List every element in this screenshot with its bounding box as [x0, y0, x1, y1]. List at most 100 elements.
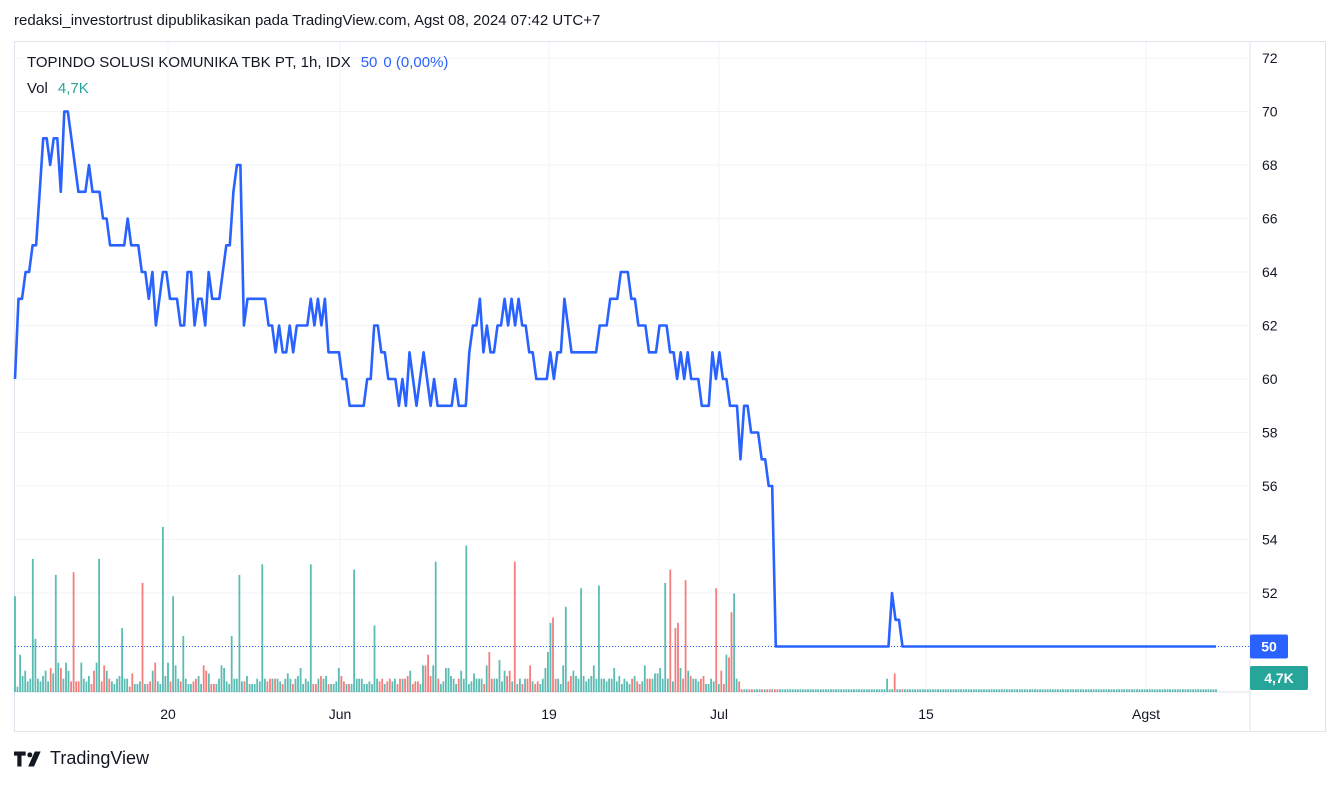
volume-bar [766, 689, 769, 692]
volume-bar [271, 678, 274, 692]
volume-bar [432, 665, 435, 692]
volume-bar [462, 678, 465, 692]
volume-bar [312, 684, 315, 692]
volume-bar [190, 684, 192, 692]
volume-bar [623, 678, 626, 692]
volume-bar [24, 670, 27, 692]
volume-bar [154, 662, 157, 692]
volume-bar [539, 684, 542, 692]
volume-bar [855, 689, 858, 692]
volume-bar [445, 668, 447, 692]
volume-bar [315, 684, 317, 692]
volume-bar [1204, 689, 1207, 692]
volume-bar [386, 681, 389, 692]
volume-bar [85, 681, 88, 692]
volume-bar [128, 686, 131, 692]
volume-bar [774, 689, 776, 692]
volume-bar [108, 678, 111, 692]
chart-legend: TOPINDO SOLUSI KOMUNIKA TBK PT, 1h, IDX … [27, 54, 448, 106]
volume-bar [383, 684, 386, 692]
volume-bar [1194, 689, 1197, 692]
volume-bar [799, 689, 802, 692]
volume-bar [679, 668, 682, 692]
price-axis[interactable]: 50 52 54 56 58 60 62 64 66 68 70 72 [1262, 50, 1278, 654]
volume-bar [659, 668, 661, 692]
volume-bar [1003, 689, 1006, 692]
volume-bar [1156, 689, 1159, 692]
volume-bar [371, 684, 373, 692]
volume-bar [697, 681, 700, 692]
volume-bar [429, 676, 432, 692]
volume-bar [503, 670, 506, 692]
volume-bar [450, 676, 452, 692]
tradingview-brand[interactable]: TradingView [14, 748, 149, 769]
volume-bar [983, 689, 985, 692]
volume-bar [1187, 689, 1189, 692]
volume-bar [442, 681, 445, 692]
volume-bar [850, 689, 853, 692]
volume-bar [626, 681, 628, 692]
volume-bar [337, 668, 340, 692]
volume-bar [72, 572, 75, 692]
volume-bar [60, 668, 62, 692]
volume-bar [67, 670, 70, 692]
volume-bar [998, 689, 1001, 692]
volume-bar [485, 665, 488, 692]
volume-bar [286, 673, 289, 692]
volume-bar [598, 585, 600, 692]
volume-label[interactable]: Vol [27, 80, 48, 97]
volume-bar [70, 681, 72, 692]
volume-bar [536, 681, 539, 692]
volume-bar [603, 678, 605, 692]
volume-bar [373, 625, 376, 692]
volume-bar [1146, 689, 1149, 692]
volume-bar [434, 561, 437, 692]
volume-bar [269, 678, 271, 692]
volume-bar [921, 689, 924, 692]
volume-bar [95, 662, 98, 692]
volume-bar [916, 689, 919, 692]
volume-bar [633, 676, 636, 692]
volume-bar [628, 684, 631, 692]
time-axis[interactable]: 20 Jun 19 Jul 15 Agst [160, 706, 1160, 722]
volume-bar [1064, 689, 1067, 692]
volume-bar [881, 689, 883, 692]
volume-bar [141, 582, 144, 692]
volume-bar [325, 676, 327, 692]
volume-bar [1044, 689, 1047, 692]
volume-bar [666, 678, 669, 692]
volume-bar [65, 662, 67, 692]
volume-bar [366, 684, 368, 692]
volume-bar [468, 684, 470, 692]
volume-bar [1159, 689, 1161, 692]
volume-bar [758, 689, 761, 692]
volume-bar [233, 678, 236, 692]
volume-bar [1199, 689, 1202, 692]
volume-bar [1023, 689, 1026, 692]
volume-bar [1026, 689, 1029, 692]
volume-bar [847, 689, 850, 692]
volume-bar [827, 689, 830, 692]
volume-bar [1136, 689, 1138, 692]
volume-bar [238, 574, 241, 692]
volume-bar [131, 673, 134, 692]
volume-bar [1125, 689, 1128, 692]
volume-bar [478, 678, 480, 692]
volume-bar [123, 678, 126, 692]
volume-bar [975, 689, 978, 692]
volume-bar [401, 678, 404, 692]
volume-bar [1046, 689, 1049, 692]
volume-bar [689, 676, 692, 692]
volume-bar [54, 574, 57, 692]
volume-bar [863, 689, 865, 692]
volume-bar [317, 678, 320, 692]
volume-bar [1054, 689, 1057, 692]
volume-bar [1161, 689, 1164, 692]
volume-bar [156, 681, 159, 692]
volume-bar [1082, 689, 1085, 692]
symbol-title[interactable]: TOPINDO SOLUSI KOMUNIKA TBK PT, 1h, IDX [27, 54, 351, 71]
volume-bar [332, 684, 335, 692]
y-tick-label: 54 [1262, 532, 1278, 548]
volume-bar [294, 678, 297, 692]
